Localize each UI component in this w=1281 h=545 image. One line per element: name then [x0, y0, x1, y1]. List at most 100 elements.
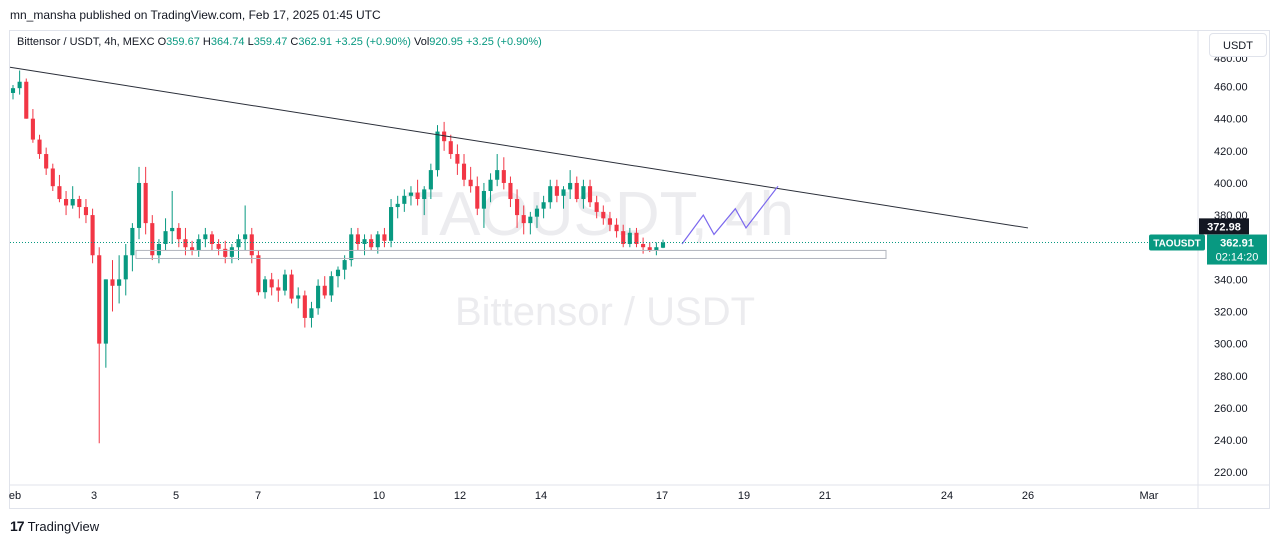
descending-trendline[interactable] — [9, 66, 1029, 229]
candle-body[interactable] — [534, 208, 540, 217]
candle-body[interactable] — [150, 223, 155, 256]
candle-body[interactable] — [123, 255, 128, 280]
candle-body[interactable] — [428, 170, 433, 190]
candle-body[interactable] — [548, 186, 553, 203]
candle-body[interactable] — [30, 118, 35, 140]
candle-body[interactable] — [170, 227, 175, 232]
candle-body[interactable] — [64, 199, 69, 206]
candle-body[interactable] — [448, 141, 453, 155]
candle-body[interactable] — [276, 287, 281, 291]
candle-body[interactable] — [349, 234, 354, 261]
candle-body[interactable] — [362, 239, 367, 245]
candle-body[interactable] — [24, 81, 29, 119]
candle-body[interactable] — [256, 255, 261, 293]
candle-body[interactable] — [455, 154, 460, 164]
candle-body[interactable] — [342, 260, 347, 270]
candle-body[interactable] — [309, 308, 314, 318]
candle-body[interactable] — [621, 231, 626, 245]
alert-price-badge[interactable] — [1199, 218, 1249, 235]
candle-body[interactable] — [660, 242, 666, 248]
candle-body[interactable] — [587, 186, 593, 203]
candle-body[interactable] — [607, 218, 612, 225]
candle-body[interactable] — [461, 163, 467, 180]
candle-body[interactable] — [627, 232, 632, 245]
candle-body[interactable] — [541, 202, 546, 209]
candle-body[interactable] — [209, 234, 215, 245]
candle-body[interactable] — [442, 131, 447, 142]
candle-body[interactable] — [262, 279, 268, 293]
candle-body[interactable] — [355, 234, 360, 245]
candle-body[interactable] — [654, 247, 659, 251]
candle-body[interactable] — [289, 274, 294, 299]
candle-body[interactable] — [528, 216, 533, 224]
candle-body[interactable] — [70, 199, 75, 206]
candle-body[interactable] — [316, 285, 321, 309]
candle-body[interactable] — [269, 279, 274, 288]
support-zone-rectangle[interactable] — [135, 249, 887, 259]
candle-body[interactable] — [196, 239, 201, 251]
candle-body[interactable] — [382, 234, 387, 241]
candle-body[interactable] — [508, 182, 513, 200]
candle-body[interactable] — [329, 276, 334, 296]
candle-body[interactable] — [634, 232, 639, 245]
candle-body[interactable] — [335, 269, 341, 277]
candle-body[interactable] — [568, 182, 573, 190]
candle-body[interactable] — [322, 285, 327, 296]
candle-body[interactable] — [369, 239, 374, 248]
candle-body[interactable] — [389, 207, 394, 241]
candle-body[interactable] — [97, 255, 102, 344]
candle-body[interactable] — [395, 203, 400, 208]
candle-body[interactable] — [641, 244, 646, 248]
candle-body[interactable] — [488, 179, 493, 191]
candle-body[interactable] — [594, 202, 599, 212]
candle-body[interactable] — [515, 199, 520, 216]
candle-body[interactable] — [468, 179, 473, 187]
candle-body[interactable] — [183, 239, 188, 248]
candle-body[interactable] — [90, 215, 95, 256]
candle-body[interactable] — [521, 215, 526, 224]
candle-body[interactable] — [190, 247, 195, 251]
candle-body[interactable] — [495, 170, 500, 180]
candle-body[interactable] — [435, 131, 440, 171]
candle-body[interactable] — [614, 224, 619, 232]
candle-body[interactable] — [77, 199, 82, 208]
candle-body[interactable] — [176, 227, 181, 240]
candle-body[interactable] — [581, 186, 586, 200]
candle-body[interactable] — [83, 207, 89, 216]
candle-body[interactable] — [229, 247, 234, 257]
candle-body[interactable] — [574, 182, 579, 200]
candle-body[interactable] — [302, 295, 307, 318]
candle-body[interactable] — [10, 88, 16, 93]
currency-unit-button[interactable]: USDT — [1209, 33, 1267, 57]
candle-body[interactable] — [554, 186, 559, 196]
candle-body[interactable] — [415, 192, 420, 200]
candle-body[interactable] — [647, 247, 652, 251]
candle-body[interactable] — [408, 192, 414, 196]
candle-body[interactable] — [282, 274, 287, 291]
candle-body[interactable] — [103, 279, 108, 344]
candle-body[interactable] — [481, 190, 486, 209]
candle-body[interactable] — [422, 189, 427, 200]
candle-body[interactable] — [561, 189, 566, 196]
candle-body[interactable] — [44, 154, 49, 169]
candle-body[interactable] — [203, 234, 208, 240]
current-price-badge[interactable] — [1207, 234, 1267, 265]
candle-body[interactable] — [216, 244, 221, 249]
candle-body[interactable] — [243, 234, 248, 240]
candle-body[interactable] — [475, 186, 480, 209]
candle-body[interactable] — [236, 239, 241, 248]
candle-body[interactable] — [296, 295, 301, 299]
candle-body[interactable] — [501, 170, 506, 183]
candle-body[interactable] — [156, 244, 161, 256]
projected-path[interactable] — [681, 185, 779, 245]
candle-body[interactable] — [110, 279, 115, 286]
candle-body[interactable] — [163, 231, 168, 245]
candle-body[interactable] — [136, 182, 142, 228]
tradingview-logo[interactable]: 17 TradingView — [10, 518, 99, 534]
candle-body[interactable] — [402, 195, 407, 204]
candle-body[interactable] — [117, 279, 122, 286]
candle-body[interactable] — [143, 182, 148, 224]
candle-body[interactable] — [57, 186, 62, 200]
candle-body[interactable] — [249, 234, 254, 256]
